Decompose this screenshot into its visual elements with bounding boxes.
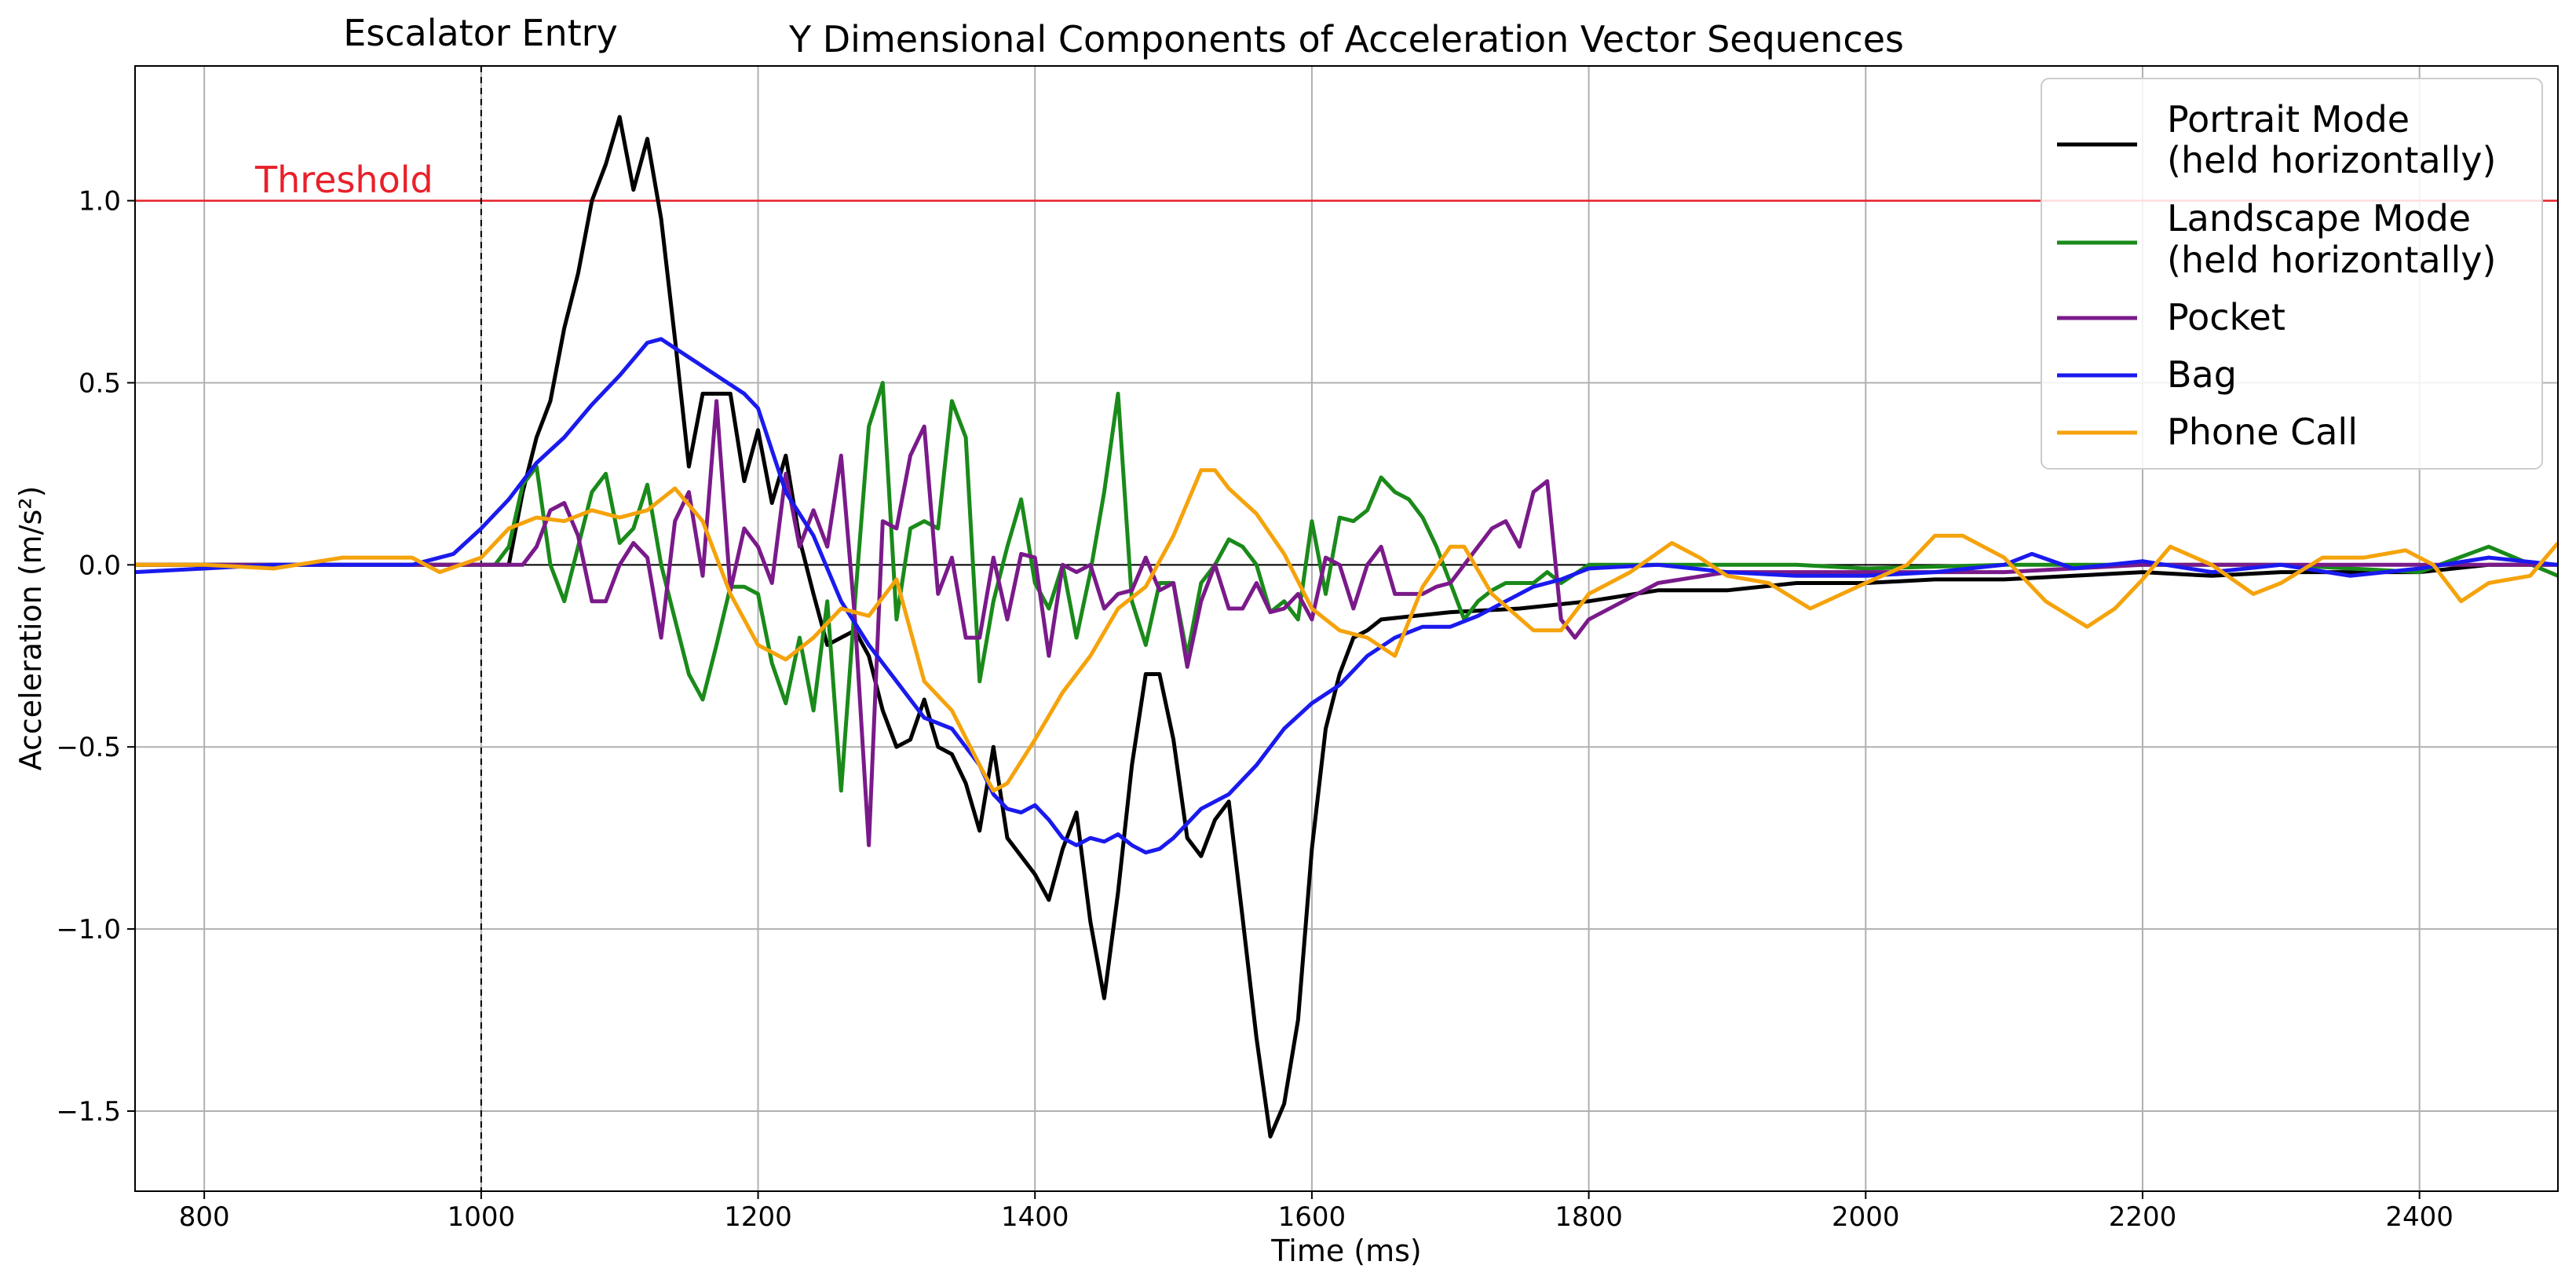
- x-tick-label: 2200: [2109, 1201, 2177, 1233]
- legend-label-landscape-mode: Landscape Mode (held horizontally): [2167, 197, 2496, 281]
- series-line-portrait-mode: [135, 115, 2558, 1139]
- legend: Portrait Mode (held horizontally) Landscap…: [2041, 78, 2543, 470]
- x-tick-label: 800: [179, 1201, 230, 1233]
- threshold-label: Threshold: [254, 159, 433, 201]
- x-tick-label: 1600: [1278, 1201, 1346, 1233]
- y-axis-ticks: −1.5 −1.0 −0.5 0.0 0.5 1.0: [56, 186, 135, 1128]
- x-tick-label: 1200: [724, 1201, 792, 1233]
- series-line-pocket: [135, 399, 2558, 847]
- x-tick-label: 1800: [1555, 1201, 1623, 1233]
- y-tick-label: −1.5: [56, 1096, 121, 1128]
- series-lines: [134, 115, 2560, 1139]
- legend-label-phone-call: Phone Call: [2167, 411, 2358, 453]
- escalator-entry-label: Escalator Entry: [343, 12, 618, 54]
- y-tick-label: 0.0: [79, 550, 121, 581]
- plot-frame: [134, 65, 2559, 1192]
- y-axis-label: Acceleration (m/s²): [13, 486, 48, 771]
- chart-title: Y Dimensional Components of Acceleration…: [788, 18, 1904, 60]
- series-line-bag: [134, 337, 2559, 855]
- x-axis-ticks: 800 1000 1200 1400 1600 1800 2000 2200 2400: [179, 1191, 2454, 1233]
- y-tick-label: −1.0: [56, 914, 121, 945]
- x-tick-label: 2000: [1832, 1201, 1900, 1233]
- y-tick-label: 0.5: [79, 367, 121, 399]
- legend-label-pocket: Pocket: [2167, 296, 2286, 338]
- x-tick-label: 2400: [2385, 1201, 2454, 1233]
- x-tick-label: 1400: [1001, 1201, 1069, 1233]
- x-tick-label: 1000: [448, 1201, 516, 1233]
- x-axis-label: Time (ms): [1270, 1234, 1422, 1268]
- legend-box: [2041, 78, 2543, 470]
- y-tick-label: −0.5: [56, 732, 121, 763]
- legend-label-portrait-mode: Portrait Mode (held horizontally): [2167, 98, 2496, 181]
- series-line-phone-call: [135, 468, 2560, 793]
- legend-label-bag: Bag: [2167, 353, 2237, 396]
- y-tick-label: 1.0: [79, 186, 121, 218]
